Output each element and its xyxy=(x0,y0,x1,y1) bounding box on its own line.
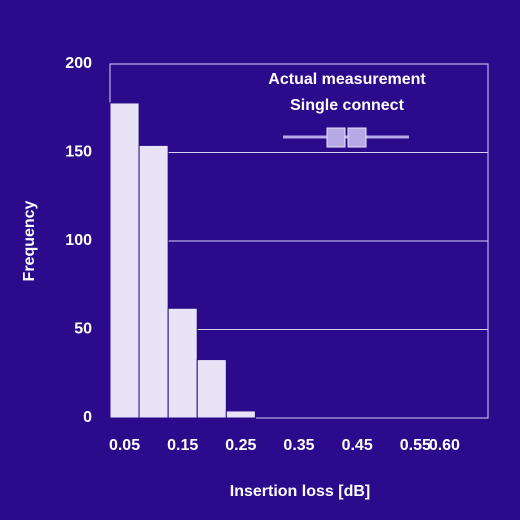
y-tick-label: 150 xyxy=(65,144,92,161)
y-tick-label: 200 xyxy=(65,55,92,72)
legend-box xyxy=(326,127,346,148)
legend-title: Actual measurement xyxy=(268,71,426,88)
x-tick-label: 0.05 xyxy=(109,437,140,454)
legend-label: Single connect xyxy=(290,97,404,114)
x-tick-label: 0.35 xyxy=(283,437,314,454)
bar xyxy=(225,410,256,419)
x-axis-label: Insertion loss [dB] xyxy=(230,483,370,500)
y-tick-label: 0 xyxy=(83,409,92,426)
x-tick-label: 0.45 xyxy=(342,437,373,454)
legend-icon xyxy=(283,127,409,148)
y-axis-label: Frequency xyxy=(21,200,38,281)
y-tick-label: 100 xyxy=(65,232,92,249)
bar xyxy=(167,307,198,419)
legend-box xyxy=(347,127,367,148)
bar xyxy=(196,359,227,419)
bar xyxy=(109,102,140,419)
x-tick-label: 0.60 xyxy=(429,437,460,454)
bar xyxy=(138,144,169,419)
x-tick-label: 0.25 xyxy=(225,437,256,454)
x-tick-label: 0.55 xyxy=(400,437,431,454)
x-tick-label: 0.15 xyxy=(167,437,198,454)
y-tick-label: 50 xyxy=(74,321,92,338)
